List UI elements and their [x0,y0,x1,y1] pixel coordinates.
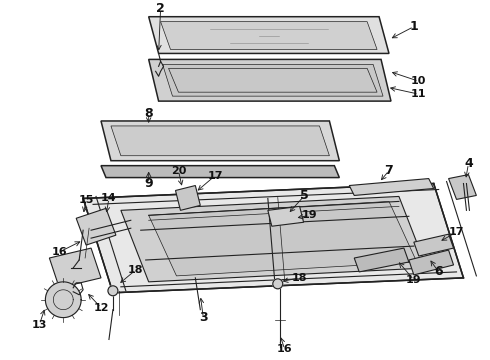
Circle shape [273,279,283,289]
Polygon shape [111,126,329,156]
Text: 17: 17 [207,171,223,181]
Text: 8: 8 [145,107,153,120]
Polygon shape [101,121,340,161]
Polygon shape [161,22,377,49]
Polygon shape [46,282,81,318]
Polygon shape [148,201,417,276]
Polygon shape [101,166,340,177]
Text: 2: 2 [156,2,165,15]
Text: 15: 15 [78,195,94,206]
Text: 10: 10 [411,76,426,86]
Polygon shape [448,175,476,199]
Polygon shape [148,59,391,101]
Text: 19: 19 [406,275,421,285]
Polygon shape [83,184,464,293]
Text: 5: 5 [300,189,309,202]
Polygon shape [163,64,383,96]
Text: 13: 13 [32,320,47,329]
Text: 16: 16 [277,345,293,354]
Polygon shape [175,185,200,210]
Text: 20: 20 [171,166,186,176]
Text: 7: 7 [385,164,393,177]
Polygon shape [49,248,101,288]
Text: 14: 14 [101,193,117,203]
Polygon shape [268,206,304,226]
Text: 18: 18 [128,265,144,275]
Text: 4: 4 [464,157,473,170]
Text: 1: 1 [410,20,418,33]
Text: 3: 3 [199,311,208,324]
Polygon shape [414,234,454,256]
Text: 19: 19 [302,210,318,220]
Polygon shape [349,179,434,195]
Text: 12: 12 [93,303,109,313]
Text: 6: 6 [434,265,443,278]
Polygon shape [354,248,409,272]
Polygon shape [148,17,389,53]
Polygon shape [409,250,454,275]
Text: 9: 9 [145,177,153,190]
Text: 18: 18 [292,273,307,283]
Circle shape [108,286,118,296]
Text: 16: 16 [51,247,67,257]
Polygon shape [121,197,427,282]
Polygon shape [76,208,116,245]
Text: 11: 11 [411,89,426,99]
Text: 17: 17 [449,227,464,237]
